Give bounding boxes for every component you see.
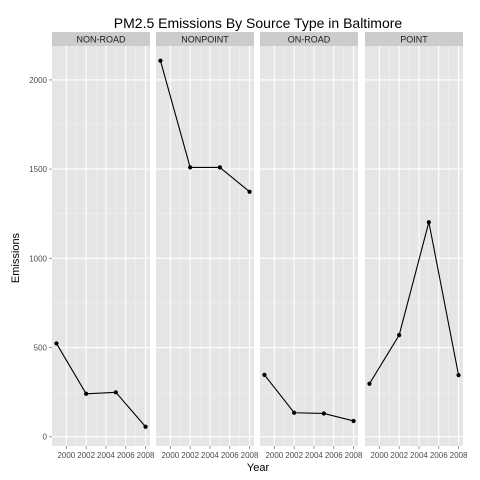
y-tick-label: 1500: [29, 165, 47, 174]
data-point: [158, 58, 163, 63]
data-point: [321, 411, 326, 416]
data-point: [188, 165, 193, 170]
x-tick-label: 2002: [77, 451, 95, 460]
x-tick-label: 2006: [117, 451, 135, 460]
y-axis: 0 500 1000 1500 2000: [29, 76, 52, 442]
x-tick-label: 2006: [221, 451, 239, 460]
x-tick-label: 2000: [57, 451, 75, 460]
chart-title: PM2.5 Emissions By Source Type in Baltim…: [114, 15, 403, 31]
data-point: [262, 372, 267, 377]
facet-nonpoint: NONPOINT 2000 2002 2004 2006 2008: [156, 32, 259, 460]
series-line: [159, 60, 250, 193]
facet-point: POINT 2000 2002 2004 2006 2008: [365, 32, 468, 460]
panel-background: [156, 46, 254, 446]
panel-background: [52, 46, 150, 446]
data-point: [351, 418, 356, 424]
x-tick-label: 2002: [181, 451, 199, 460]
y-tick-label: 2000: [29, 76, 47, 85]
series-line: [368, 222, 460, 385]
data-point: [113, 390, 118, 395]
data-point: [84, 391, 89, 396]
data-point: [397, 333, 402, 338]
facet-strip-label: NONPOINT: [181, 35, 229, 45]
x-tick-label: 2004: [97, 451, 115, 460]
facet-strip-label: POINT: [400, 35, 428, 45]
y-tick-label: 1000: [29, 254, 47, 263]
x-tick-label: 2000: [265, 451, 283, 460]
x-tick-label: 2002: [390, 451, 408, 460]
x-tick-label: 2004: [305, 451, 323, 460]
facet-strip-label: NON-ROAD: [77, 35, 126, 45]
x-tick-label: 2008: [345, 451, 363, 460]
facet-non-road: NON-ROAD 2000 2002 2004 2006 2008: [52, 32, 155, 460]
y-tick-label: 500: [34, 344, 48, 353]
data-point: [367, 381, 372, 386]
x-tick-label: 2008: [137, 451, 155, 460]
data-point: [143, 424, 148, 429]
y-axis-title: Emissions: [10, 232, 22, 283]
data-point: [247, 189, 252, 194]
x-tick-label: 2006: [430, 451, 448, 460]
data-point: [292, 410, 297, 415]
x-tick-label: 2000: [370, 451, 388, 460]
facet-strip-label: ON-ROAD: [288, 35, 331, 45]
data-point: [426, 220, 431, 225]
x-tick-label: 2006: [325, 451, 343, 460]
x-tick-label: 2000: [161, 451, 179, 460]
data-point: [54, 341, 59, 346]
series-line: [264, 374, 354, 422]
data-point: [217, 165, 222, 170]
facet-on-road: ON-ROAD 2000 2002 2004 2006 2008: [260, 32, 363, 460]
series-line: [55, 343, 146, 428]
y-tick-label: 0: [43, 433, 48, 442]
x-tick-label: 2002: [285, 451, 303, 460]
facet-strip: [156, 32, 254, 46]
facet-strip: [260, 32, 358, 46]
x-tick-label: 2004: [201, 451, 219, 460]
panel-background: [260, 46, 358, 446]
panel-background: [365, 46, 463, 446]
x-tick-label: 2008: [450, 451, 468, 460]
facet-strip: [52, 32, 150, 46]
x-tick-label: 2008: [241, 451, 259, 460]
x-axis-title: Year: [247, 462, 270, 474]
facet-strip: [365, 32, 463, 46]
data-point: [456, 373, 461, 378]
x-tick-label: 2004: [410, 451, 428, 460]
